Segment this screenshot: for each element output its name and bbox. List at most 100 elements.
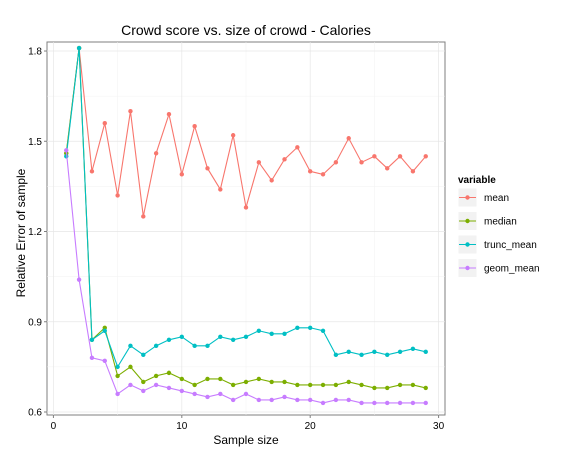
data-point-trunc-mean <box>307 325 313 330</box>
data-point-median <box>333 382 339 388</box>
data-point-trunc-mean <box>320 328 326 333</box>
data-point-mean <box>295 145 300 150</box>
data-point-trunc-mean <box>192 343 197 349</box>
data-point-median <box>307 382 313 388</box>
y-tick-label: 1.2 <box>28 227 42 238</box>
legend-key-mean: mean <box>457 187 509 208</box>
data-point-geom-mean <box>269 397 274 403</box>
data-point-trunc-mean <box>359 352 364 358</box>
data-point-median <box>230 382 236 388</box>
data-point-geom-mean <box>141 388 146 394</box>
data-point-trunc-mean <box>128 343 133 349</box>
data-point-mean <box>307 169 313 174</box>
data-point-geom-mean <box>153 382 159 388</box>
data-point-mean <box>128 108 133 114</box>
data-point-mean <box>423 154 428 159</box>
legend-key-point <box>465 242 470 247</box>
data-point-mean <box>256 160 262 165</box>
x-tick-label: 0 <box>51 421 57 432</box>
data-point-mean <box>218 187 223 192</box>
legend-key-geom-mean: geom_mean <box>457 258 540 278</box>
x-tick-label: 10 <box>176 421 188 432</box>
data-point-mean <box>372 154 377 159</box>
data-point-trunc-mean <box>385 352 390 358</box>
data-point-geom-mean <box>385 400 390 406</box>
y-tick-label: 1.8 <box>28 47 42 58</box>
data-point-median <box>346 379 351 385</box>
data-point-median <box>423 385 428 391</box>
legend-key-median: median <box>457 211 517 231</box>
data-point-median <box>410 382 416 388</box>
data-point-median <box>295 382 300 388</box>
data-point-median <box>166 370 172 376</box>
data-point-trunc-mean <box>346 349 351 355</box>
data-point-geom-mean <box>295 397 300 403</box>
data-point-mean <box>115 193 120 198</box>
data-point-mean <box>397 154 403 159</box>
data-point-geom-mean <box>359 400 364 406</box>
data-point-mean <box>192 124 197 129</box>
y-tick-label: 0.6 <box>28 407 42 418</box>
data-point-geom-mean <box>218 391 223 397</box>
data-point-geom-mean <box>320 400 326 406</box>
data-point-geom-mean <box>115 391 120 397</box>
data-point-geom-mean <box>346 397 351 403</box>
data-point-trunc-mean <box>269 331 274 336</box>
data-point-trunc-mean <box>218 334 223 339</box>
data-point-mean <box>243 205 249 210</box>
data-point-trunc-mean <box>295 325 300 330</box>
data-point-mean <box>346 136 351 141</box>
data-point-trunc-mean <box>76 45 82 51</box>
axes: 0.6 0.9 1.2 1.5 1.8 0 10 20 30 <box>28 47 444 432</box>
data-point-geom-mean <box>179 388 185 394</box>
data-point-geom-mean <box>89 355 95 361</box>
data-point-median <box>205 376 210 382</box>
data-point-median <box>256 376 262 382</box>
data-point-trunc-mean <box>397 349 403 355</box>
data-point-geom-mean <box>397 400 403 406</box>
legend-title: variable <box>458 175 496 186</box>
series-trunc-mean <box>64 45 428 370</box>
data-point-geom-mean <box>307 397 313 403</box>
data-point-mean <box>410 169 416 174</box>
data-point-trunc-mean <box>423 349 428 355</box>
data-point-geom-mean <box>192 391 197 397</box>
data-point-geom-mean <box>333 397 339 403</box>
legend-label: mean <box>484 193 509 204</box>
data-point-trunc-mean <box>115 364 120 370</box>
data-point-mean <box>333 160 339 165</box>
y-axis-title: Relative Error of sample <box>14 168 28 297</box>
data-point-geom-mean <box>256 397 262 403</box>
data-point-mean <box>89 169 95 174</box>
data-point-geom-mean <box>423 400 428 406</box>
data-point-mean <box>102 121 107 126</box>
legend-label: trunc_mean <box>484 240 537 251</box>
data-point-geom-mean <box>230 397 236 403</box>
data-point-median <box>385 385 390 391</box>
data-point-geom-mean <box>372 400 377 406</box>
y-tick-label: 1.5 <box>28 137 42 148</box>
data-point-geom-mean <box>76 277 82 282</box>
data-point-mean <box>359 160 364 165</box>
data-point-trunc-mean <box>153 343 159 349</box>
data-point-geom-mean <box>166 385 172 391</box>
data-point-mean <box>153 151 159 156</box>
legend-label: median <box>484 217 517 228</box>
data-point-trunc-mean <box>89 337 95 342</box>
data-point-mean <box>230 133 236 138</box>
data-point-geom-mean <box>102 358 107 364</box>
data-point-geom-mean <box>243 391 249 397</box>
data-point-mean <box>320 172 326 177</box>
x-tick-label: 30 <box>433 421 445 432</box>
data-point-trunc-mean <box>256 328 262 333</box>
data-point-median <box>179 376 185 382</box>
data-point-median <box>153 373 159 379</box>
legend-label: geom_mean <box>484 264 540 275</box>
legend-key-point <box>465 195 470 200</box>
data-point-mean <box>385 166 390 171</box>
data-point-trunc-mean <box>282 331 287 336</box>
data-point-median <box>320 382 326 388</box>
data-point-median <box>128 364 133 370</box>
data-point-trunc-mean <box>230 337 236 342</box>
